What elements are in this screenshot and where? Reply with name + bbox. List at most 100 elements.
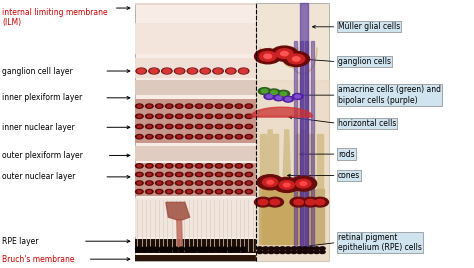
Circle shape xyxy=(147,165,151,167)
Circle shape xyxy=(165,189,173,194)
Point xyxy=(199,249,204,252)
Circle shape xyxy=(228,247,234,250)
Point xyxy=(164,249,170,252)
Circle shape xyxy=(216,249,221,252)
Point xyxy=(250,249,255,252)
Circle shape xyxy=(197,136,201,138)
FancyBboxPatch shape xyxy=(135,58,256,78)
Circle shape xyxy=(225,172,233,177)
Text: RPE layer: RPE layer xyxy=(2,237,39,246)
Circle shape xyxy=(302,197,319,207)
Polygon shape xyxy=(177,220,182,251)
Circle shape xyxy=(205,135,213,139)
Circle shape xyxy=(146,124,153,129)
Circle shape xyxy=(177,191,181,193)
Circle shape xyxy=(237,115,241,117)
Circle shape xyxy=(166,247,172,250)
Circle shape xyxy=(195,181,203,185)
Circle shape xyxy=(276,49,293,58)
Circle shape xyxy=(165,104,173,108)
Point xyxy=(203,249,209,252)
Text: rods: rods xyxy=(338,150,355,159)
Circle shape xyxy=(273,177,300,192)
Circle shape xyxy=(146,189,153,194)
Circle shape xyxy=(161,249,165,252)
Circle shape xyxy=(187,191,191,193)
Circle shape xyxy=(187,182,191,184)
Circle shape xyxy=(205,172,213,177)
Point xyxy=(173,249,179,252)
Circle shape xyxy=(136,68,146,74)
Circle shape xyxy=(136,181,143,185)
Circle shape xyxy=(237,125,241,128)
Circle shape xyxy=(266,95,272,98)
Circle shape xyxy=(146,181,153,185)
Circle shape xyxy=(285,247,291,250)
Circle shape xyxy=(237,136,241,138)
Point xyxy=(207,198,213,201)
Circle shape xyxy=(226,68,236,74)
Circle shape xyxy=(175,189,183,194)
Point xyxy=(246,198,251,201)
Circle shape xyxy=(177,69,182,73)
Point xyxy=(190,198,196,201)
Circle shape xyxy=(222,247,228,250)
Circle shape xyxy=(267,180,273,184)
Circle shape xyxy=(217,136,221,138)
Circle shape xyxy=(237,191,241,193)
Circle shape xyxy=(255,197,272,207)
Circle shape xyxy=(157,136,161,138)
Circle shape xyxy=(291,247,297,250)
Circle shape xyxy=(227,105,231,107)
Circle shape xyxy=(235,135,243,139)
Point xyxy=(143,198,149,201)
Circle shape xyxy=(179,247,184,250)
Point xyxy=(139,198,145,201)
Circle shape xyxy=(215,104,223,108)
Circle shape xyxy=(147,105,151,107)
Circle shape xyxy=(245,135,253,139)
Circle shape xyxy=(167,115,171,117)
Text: inner plexiform layer: inner plexiform layer xyxy=(2,93,82,102)
Point xyxy=(186,249,191,252)
Point xyxy=(203,198,209,201)
FancyBboxPatch shape xyxy=(135,255,256,261)
Polygon shape xyxy=(283,130,291,181)
Circle shape xyxy=(155,114,163,118)
Circle shape xyxy=(167,191,171,193)
Point xyxy=(182,249,187,252)
Circle shape xyxy=(245,124,253,129)
Point xyxy=(237,198,243,201)
Circle shape xyxy=(197,125,201,128)
Circle shape xyxy=(258,199,268,205)
Circle shape xyxy=(155,189,163,194)
Circle shape xyxy=(227,125,231,128)
Circle shape xyxy=(247,182,251,184)
Circle shape xyxy=(177,182,181,184)
Circle shape xyxy=(247,165,251,167)
Circle shape xyxy=(225,189,233,194)
Circle shape xyxy=(283,183,290,187)
Circle shape xyxy=(177,165,181,167)
Circle shape xyxy=(195,114,203,118)
Point xyxy=(233,249,238,252)
Polygon shape xyxy=(259,189,267,244)
Circle shape xyxy=(187,105,191,107)
Circle shape xyxy=(247,105,251,107)
Circle shape xyxy=(297,247,302,250)
Circle shape xyxy=(207,191,211,193)
FancyBboxPatch shape xyxy=(135,99,256,143)
Text: retinal pigment
epithelium (RPE) cells: retinal pigment epithelium (RPE) cells xyxy=(338,233,422,252)
Circle shape xyxy=(165,181,173,185)
Circle shape xyxy=(136,247,141,250)
Circle shape xyxy=(147,136,151,138)
Circle shape xyxy=(190,69,195,73)
Circle shape xyxy=(205,104,213,108)
Circle shape xyxy=(263,250,268,254)
Point xyxy=(228,198,234,201)
Circle shape xyxy=(157,191,161,193)
Circle shape xyxy=(290,176,317,191)
Circle shape xyxy=(215,164,223,168)
Circle shape xyxy=(185,164,193,168)
Circle shape xyxy=(319,247,325,250)
